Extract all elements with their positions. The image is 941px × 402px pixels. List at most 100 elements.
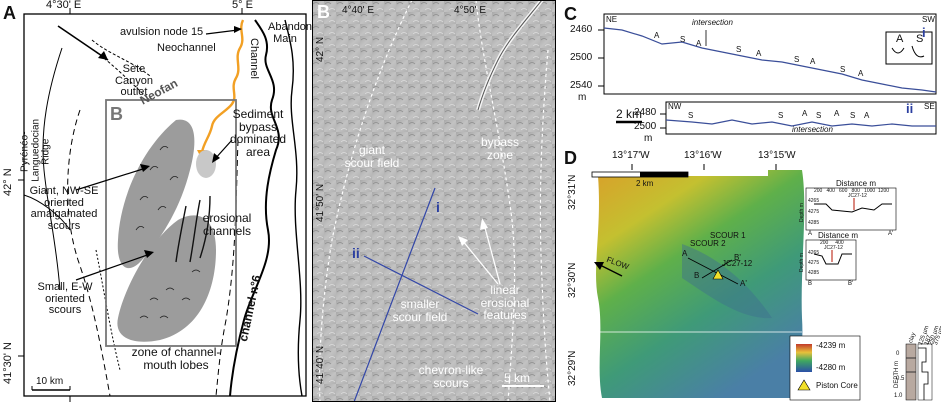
nw-label: NW — [668, 102, 682, 111]
legend-min: -4280 m — [816, 363, 846, 372]
marker-ii: ii — [352, 245, 360, 261]
smaller-scour-label: smaller scour field — [392, 297, 448, 324]
panel-d: D 13°17'W 13°16'W 13°15'W 32°31'N 32°30'… — [562, 148, 941, 402]
panel-b-lon-2: 4°50' E — [454, 5, 487, 16]
abandoned-main-label: Abandoned Main — [268, 21, 325, 45]
panel-d-bathymetry — [591, 164, 933, 401]
mark-i-5: S — [794, 55, 800, 64]
scour2-label: SCOUR 2 — [690, 239, 726, 248]
sw-label: SW — [922, 15, 935, 24]
panel-c-letter: C — [564, 4, 577, 24]
core-label: JC27-12 — [722, 259, 753, 268]
inset1-y-ticks: 4265 4275 4285 — [808, 198, 820, 226]
mark-i-4: A — [756, 49, 762, 58]
lon-label-1: 4°30' E — [46, 0, 82, 11]
mark-ii-2: A — [802, 109, 808, 118]
pt-b: B — [694, 271, 700, 280]
panel-c-profiles — [598, 13, 937, 135]
inset1-title: Distance m — [836, 179, 877, 188]
panel-b-lat-2: 41°50' N — [315, 183, 326, 222]
mark-i-8: A — [858, 69, 864, 78]
inset1-ap: A' — [888, 231, 894, 237]
mark-i-3: S — [736, 45, 742, 54]
scale-label-a: 10 km — [36, 376, 64, 387]
inset2-b: B — [808, 281, 813, 287]
zone-lobes-label: zone of channel-mouth lobes — [131, 345, 221, 372]
mark-ii-3: S — [816, 111, 822, 120]
panel-b-lat-3: 41°40' N — [315, 345, 326, 384]
y-tick-2500-ii: 2500 — [634, 121, 657, 132]
intersection-label-i: intersection — [692, 18, 733, 27]
y-tick-2500: 2500 — [570, 52, 593, 63]
panel-a-letter: A — [3, 3, 16, 23]
mark-ii-6: A — [864, 111, 870, 120]
lat-label-1: 42° N — [2, 168, 14, 196]
core-depth-tick-last: 1.0 — [894, 393, 903, 399]
d-lon-1: 13°17'W — [612, 150, 650, 161]
panel-c: C NE SW intersection i 2460 2500 2540 m … — [562, 0, 941, 146]
panel-b-hillshade — [312, 0, 556, 402]
inset2-x-ticks: 200 400 — [820, 240, 844, 246]
panel-a: A 4°30' E 5° E 42° N 41°30' N avulsion n… — [0, 0, 325, 402]
mark-i-6: A — [810, 57, 816, 66]
sediment-bypass-label: Sediment bypass dominated area — [229, 107, 287, 159]
pt-bp: B' — [734, 253, 741, 262]
panel-b: B 4°40' E 4°50' E 42° N 41°50' N 41°40' … — [312, 0, 556, 402]
lon-label-2: 5° E — [232, 0, 253, 11]
legend-a: A — [896, 33, 904, 45]
d-lat-1: 32°31'N — [567, 174, 578, 210]
core-depth-ticks: 0 0.5 — [896, 351, 905, 382]
se-label: SE — [924, 102, 935, 111]
box-b-letter: B — [110, 104, 123, 124]
d-lat-3: 32°29'N — [567, 350, 578, 386]
d-lat-2: 32°30'N — [567, 262, 578, 298]
inset1-a: A — [808, 231, 813, 237]
panel-d-letter: D — [564, 148, 577, 168]
d-lon-2: 13°16'W — [684, 150, 722, 161]
mark-i-7: S — [840, 65, 846, 74]
pyreneo-label: Pyrénéo-Languedocian Ridge — [19, 118, 52, 182]
giant-scour-label: giant scour field — [344, 143, 400, 170]
mark-i-0: A — [654, 31, 660, 40]
erosional-channels-label: erosional channels — [202, 211, 252, 238]
marker-i: i — [436, 199, 440, 215]
inset1-x-ticks: 200 400 600 800 1000 1200 — [814, 188, 890, 194]
profile-i-label: i — [922, 25, 926, 40]
mark-i-2: A — [696, 39, 702, 48]
bypass-zone-label: bypass zone — [480, 135, 520, 162]
panel-b-letter: B — [317, 2, 330, 22]
panel-b-lon-1: 4°40' E — [342, 5, 375, 16]
inset2-core: JC27-12 — [824, 245, 843, 251]
giant-scours-label: Giant, NW-SE oriented amalgamated scours — [29, 185, 99, 232]
d-scale-label: 2 km — [636, 179, 654, 188]
intersection-label-ii: intersection — [792, 125, 833, 134]
scale-label-c: 2 km — [616, 107, 643, 121]
lat-label-2: 41°30' N — [2, 342, 14, 384]
avulsion-label: avulsion node 15 — [120, 26, 204, 38]
pt-a: A — [682, 249, 688, 258]
mark-ii-1: S — [778, 111, 784, 120]
inset1-y-label: Depth m — [799, 203, 805, 222]
scale-label-b: 5 km — [504, 371, 531, 385]
pt-ap: A' — [740, 279, 747, 288]
legend-s: S — [916, 33, 924, 45]
inset2-bp: B' — [848, 281, 854, 287]
ne-label: NE — [606, 15, 618, 24]
mark-ii-5: S — [850, 111, 856, 120]
inset2-y-label: Depth m — [799, 253, 805, 272]
y-tick-2460: 2460 — [570, 24, 593, 35]
y-tick-2540: 2540 — [570, 80, 593, 91]
chevron-label: chevron-like scours — [418, 363, 484, 390]
inset2-y-ticks: 4265 4275 4285 — [808, 250, 820, 276]
scour1-label: SCOUR 1 — [710, 231, 746, 240]
profile-ii-label: ii — [906, 101, 914, 116]
mark-ii-0: S — [688, 111, 694, 120]
panel-b-lat-1: 42° N — [315, 36, 326, 62]
linear-erosional-label: linear erosional features — [480, 283, 530, 323]
y-tick-2480: 2480 — [634, 107, 657, 118]
inset2-title: Distance m — [818, 231, 859, 240]
unit-label-i: m — [578, 92, 587, 103]
legend-core: Piston Core — [816, 381, 858, 390]
inset1-core: JC27-12 — [848, 193, 867, 199]
small-scours-label: Small, E-W oriented scours — [37, 281, 93, 317]
